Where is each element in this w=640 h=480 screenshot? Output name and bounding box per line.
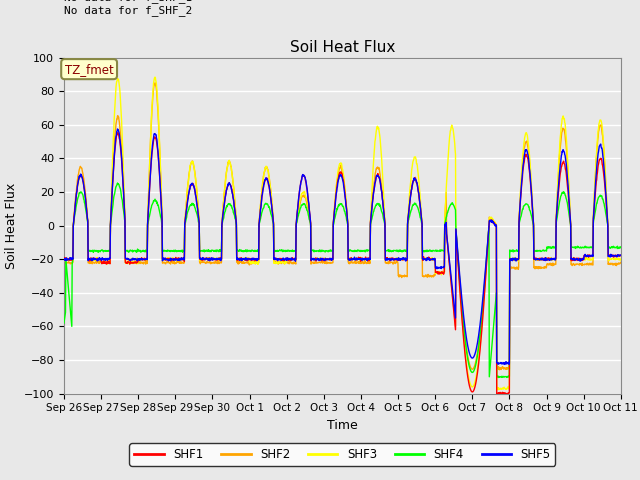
Text: No data for f_SHF_1
No data for f_SHF_2: No data for f_SHF_1 No data for f_SHF_2 <box>64 0 192 16</box>
Title: Soil Heat Flux: Soil Heat Flux <box>290 40 395 55</box>
X-axis label: Time: Time <box>327 419 358 432</box>
Text: TZ_fmet: TZ_fmet <box>65 63 113 76</box>
Y-axis label: Soil Heat Flux: Soil Heat Flux <box>5 182 19 269</box>
Legend: SHF1, SHF2, SHF3, SHF4, SHF5: SHF1, SHF2, SHF3, SHF4, SHF5 <box>129 443 556 466</box>
